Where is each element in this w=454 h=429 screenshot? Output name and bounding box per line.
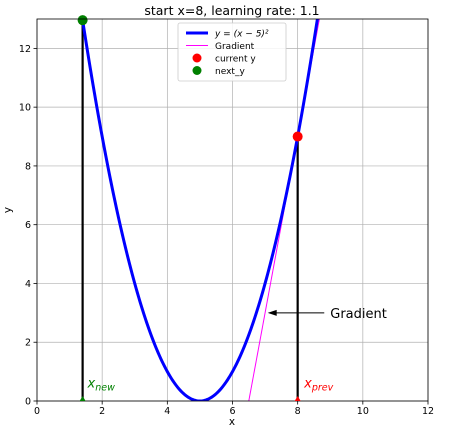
x-position-marker (294, 396, 301, 401)
x-tick-label: 4 (164, 406, 170, 417)
legend-label: next_y (215, 67, 245, 77)
y-tick-label: 4 (25, 279, 31, 290)
y-tick-label: 6 (25, 220, 31, 231)
x-tick-label: 2 (99, 406, 105, 417)
x-position-marker (79, 396, 86, 401)
marker-layer (77, 15, 303, 142)
x-tick-label: 10 (357, 406, 369, 417)
legend-swatch (192, 53, 202, 63)
y-tick-label: 10 (19, 103, 31, 114)
legend-label: current y (215, 55, 256, 65)
y-tick-label: 8 (25, 161, 31, 172)
x-tick-label: 6 (229, 406, 235, 417)
x-tick-label: 8 (295, 406, 301, 417)
legend-label: y = (x − 5)² (214, 30, 269, 40)
y-axis-label: y (2, 207, 14, 213)
current-y-point (292, 131, 303, 142)
y-tick-label: 0 (25, 397, 31, 408)
gradient-annotation-label: Gradient (330, 307, 387, 322)
x-tick-label: 0 (34, 406, 40, 417)
y-tick-label: 12 (19, 44, 31, 55)
legend-swatch (192, 66, 202, 75)
axis-ticks: 0 2 4 6 8 10 12 0 2 4 6 8 10 12 (19, 44, 434, 417)
annotation-layer: Gradient xnew xprev (79, 307, 387, 401)
x-new-label: xnew (87, 377, 116, 394)
legend: y = (x − 5)² Gradient current y next_y (177, 22, 287, 82)
next-y-point (77, 15, 88, 26)
legend-box (177, 22, 287, 82)
series-layer (80, 19, 320, 401)
y-tick-label: 2 (25, 338, 31, 349)
parabola-curve (80, 19, 319, 401)
gradient-arrow-head (267, 309, 277, 316)
x-tick-label: 12 (422, 406, 434, 417)
x-axis-label: x (229, 416, 235, 428)
legend-label: Gradient (215, 42, 255, 52)
chart-title: start x=8, learning rate: 1.1 (144, 3, 319, 18)
x-prev-label: xprev (303, 377, 333, 394)
